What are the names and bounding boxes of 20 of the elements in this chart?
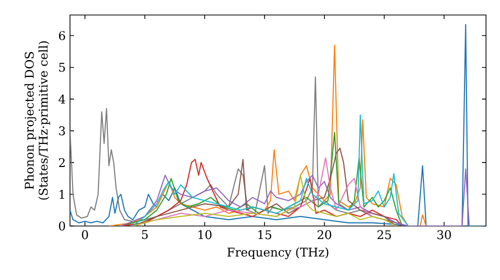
y-tick-label: 5 (59, 62, 65, 72)
x-tick-label: 5 (142, 230, 148, 240)
x-axis-title: Frequency (THz) (227, 247, 328, 260)
y-tick-label: 2 (59, 158, 65, 167)
y-tick-label: 6 (59, 31, 66, 40)
x-tick-label: 0 (82, 230, 88, 240)
y-tick-label: 4 (58, 94, 66, 104)
x-tick-label: 20 (318, 230, 332, 240)
y-tick-label: 0 (58, 221, 66, 231)
x-tick-label: 25 (377, 230, 391, 240)
y-tick-label: 1 (60, 190, 64, 199)
line-series (132, 114, 409, 226)
x-tick-label: 10 (198, 230, 212, 240)
line-series (108, 44, 427, 226)
line-series (132, 174, 397, 226)
x-tick-label: 15 (258, 230, 272, 240)
y-axis-title: Phonon projected DOS (States/THz·primitive cell) (24, 41, 50, 200)
x-tick-label: 30 (437, 230, 451, 240)
y-tick-label: 3 (59, 126, 65, 136)
line-series (120, 168, 470, 226)
